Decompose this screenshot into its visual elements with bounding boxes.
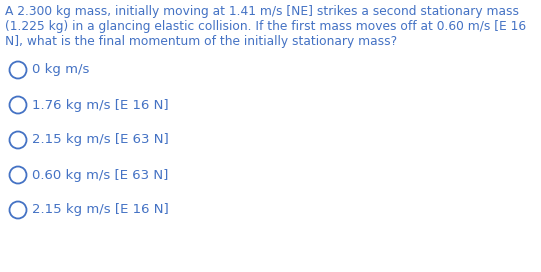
Text: A 2.300 kg mass, initially moving at 1.41 m/s [NE] strikes a second stationary m: A 2.300 kg mass, initially moving at 1.4… — [5, 5, 519, 18]
Text: 2.15 kg m/s [E 16 N]: 2.15 kg m/s [E 16 N] — [31, 203, 168, 217]
Text: 0.60 kg m/s [E 63 N]: 0.60 kg m/s [E 63 N] — [31, 168, 168, 181]
Text: N], what is the final momentum of the initially stationary mass?: N], what is the final momentum of the in… — [5, 35, 397, 48]
Text: 2.15 kg m/s [E 63 N]: 2.15 kg m/s [E 63 N] — [31, 134, 168, 147]
Text: 1.76 kg m/s [E 16 N]: 1.76 kg m/s [E 16 N] — [31, 98, 168, 112]
Text: 0 kg m/s: 0 kg m/s — [31, 63, 89, 76]
Text: (1.225 kg) in a glancing elastic collision. If the first mass moves off at 0.60 : (1.225 kg) in a glancing elastic collisi… — [5, 20, 526, 33]
